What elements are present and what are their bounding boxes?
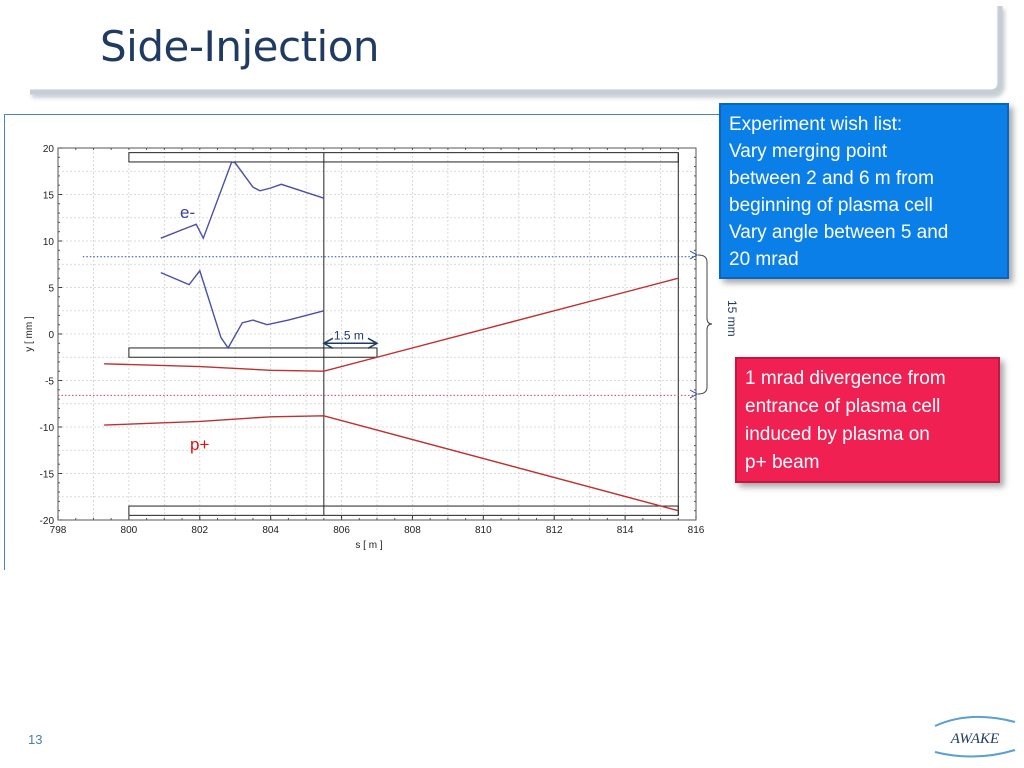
electron-trajectory — [160, 161, 325, 240]
y-tick-label: -15 — [40, 470, 55, 481]
wish-list-line: between 2 and 6 m from — [729, 168, 934, 189]
wish-list-callout: Experiment wish list: Vary merging point… — [719, 103, 1009, 279]
divergence-callout: 1 mrad divergence from entrance of plasm… — [735, 357, 1000, 483]
x-tick-label: 812 — [546, 525, 563, 536]
wish-list-line: Vary angle between 5 and — [729, 222, 949, 243]
x-tick-label: 798 — [50, 525, 67, 536]
proton-label: p+ — [190, 435, 209, 454]
beam-trajectory-chart: 798 800 802 804 806 808 810 812 814 816 20 15 10 5 0 -5… — [24, 144, 705, 551]
plasma-cell-rect — [128, 505, 679, 516]
arrow-head-left — [322, 337, 334, 349]
content-frame-top — [4, 114, 724, 115]
plasma-cell-rect — [128, 347, 378, 358]
wish-list-line: Vary merging point — [729, 141, 888, 162]
chart-panel: 798 800 802 804 806 808 810 812 814 816 20 15 10 5 0 -5… — [8, 116, 724, 570]
x-axis-label: s [ m ] — [355, 540, 382, 551]
awake-logo: AWAKE — [934, 715, 1016, 758]
y-axis-label: y [ mm ] — [24, 316, 35, 352]
y-tick-label: 0 — [48, 330, 54, 341]
length-label: 1.5 m — [334, 328, 364, 342]
y-tick-label: 20 — [43, 144, 55, 155]
x-tick-label: 804 — [262, 525, 279, 536]
x-tick-label: 816 — [688, 525, 705, 536]
title-frame — [0, 0, 1024, 110]
divergence-line: entrance of plasma cell — [745, 396, 941, 417]
plasma-cell-rect — [128, 152, 679, 163]
page-number: 13 — [28, 732, 43, 747]
x-tick-label: 800 — [121, 525, 138, 536]
page-title: Side-Injection — [100, 22, 380, 71]
wish-list-line: beginning of plasma cell — [729, 195, 933, 216]
y-tick-label: 10 — [43, 237, 55, 248]
x-tick-label: 810 — [475, 525, 492, 536]
x-tick-label: 808 — [404, 525, 421, 536]
y-tick-label: -5 — [45, 377, 54, 388]
electron-trajectory — [160, 269, 324, 350]
divergence-line: 1 mrad divergence from — [745, 368, 946, 389]
logo-text: AWAKE — [950, 731, 999, 747]
x-tick-label: 814 — [617, 525, 634, 536]
divergence-line: induced by plasma on — [745, 424, 930, 445]
content-frame-left — [4, 114, 5, 570]
x-tick-label: 806 — [333, 525, 350, 536]
proton-trajectory — [104, 415, 679, 512]
title-frame-shape — [30, 6, 1003, 95]
offset-label: 15 mm — [725, 300, 739, 337]
wish-list-line: Experiment wish list: — [729, 114, 903, 135]
y-tick-label: 5 — [48, 284, 54, 295]
y-tick-label: -20 — [40, 516, 55, 527]
y-tick-label: -10 — [40, 423, 55, 434]
proton-trajectory — [104, 277, 679, 372]
divergence-line: p+ beam — [745, 452, 820, 473]
electron-label: e- — [180, 203, 195, 222]
x-tick-label: 802 — [191, 525, 208, 536]
arrow-head-right — [367, 337, 379, 349]
y-tick-label: 15 — [43, 191, 55, 202]
wish-list-line: 20 mrad — [729, 249, 799, 270]
